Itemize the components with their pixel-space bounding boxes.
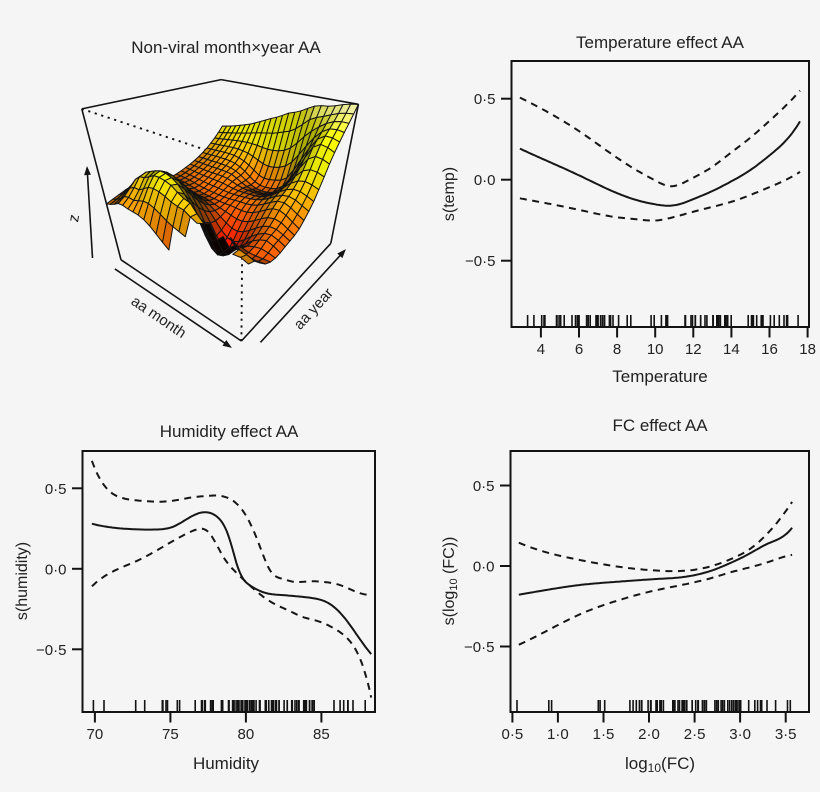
svg-text:18: 18 bbox=[799, 341, 816, 358]
svg-text:2·0: 2·0 bbox=[638, 726, 660, 743]
svg-text:75: 75 bbox=[162, 726, 179, 743]
svg-text:s(humidity): s(humidity) bbox=[14, 542, 31, 620]
svg-text:14: 14 bbox=[723, 341, 740, 358]
svg-text:Humidity effect AA: Humidity effect AA bbox=[160, 422, 299, 441]
svg-text:10: 10 bbox=[647, 341, 664, 358]
svg-text:4: 4 bbox=[537, 341, 545, 358]
svg-text:Temperature: Temperature bbox=[612, 367, 707, 386]
svg-text:2·5: 2·5 bbox=[684, 726, 706, 743]
svg-text:0·0: 0·0 bbox=[474, 172, 496, 189]
svg-text:8: 8 bbox=[613, 341, 621, 358]
svg-text:80: 80 bbox=[238, 726, 255, 743]
svg-text:1·5: 1·5 bbox=[593, 726, 615, 743]
svg-text:0·5: 0·5 bbox=[473, 478, 495, 495]
svg-text:Temperature effect AA: Temperature effect AA bbox=[576, 33, 745, 52]
svg-text:0·0: 0·0 bbox=[45, 561, 67, 578]
svg-text:0·5: 0·5 bbox=[474, 91, 496, 108]
svg-text:85: 85 bbox=[313, 726, 330, 743]
svg-text:1·0: 1·0 bbox=[547, 726, 569, 743]
svg-text:12: 12 bbox=[685, 341, 702, 358]
svg-text:70: 70 bbox=[87, 726, 104, 743]
svg-text:−0·5: −0·5 bbox=[36, 642, 66, 659]
svg-text:3·5: 3·5 bbox=[775, 726, 797, 743]
svg-text:3·0: 3·0 bbox=[729, 726, 751, 743]
svg-text:16: 16 bbox=[761, 341, 778, 358]
svg-text:Non-viral month×year AA: Non-viral month×year AA bbox=[131, 38, 321, 57]
svg-text:0·0: 0·0 bbox=[473, 559, 495, 576]
svg-text:0·5: 0·5 bbox=[45, 481, 67, 498]
svg-text:0·5: 0·5 bbox=[502, 726, 524, 743]
svg-text:6: 6 bbox=[575, 341, 583, 358]
svg-text:Humidity: Humidity bbox=[193, 754, 260, 773]
svg-text:−0·5: −0·5 bbox=[464, 639, 494, 656]
svg-text:z: z bbox=[65, 213, 83, 223]
svg-text:FC effect AA: FC effect AA bbox=[612, 416, 708, 435]
svg-text:−0·5: −0·5 bbox=[465, 253, 495, 270]
svg-text:s(temp): s(temp) bbox=[441, 167, 458, 221]
svg-text:log10(FC): log10(FC) bbox=[625, 754, 695, 775]
svg-text:s(log10 (FC)): s(log10 (FC)) bbox=[441, 537, 460, 626]
